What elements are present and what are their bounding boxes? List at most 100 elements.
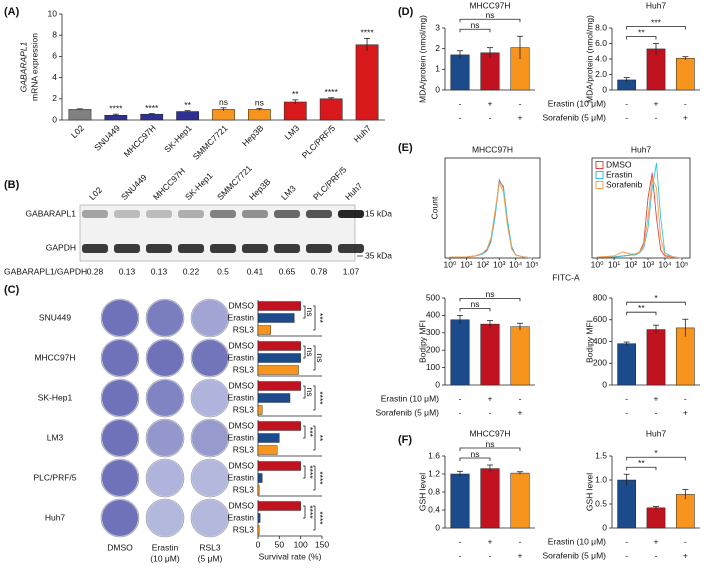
- condition-sign: -: [459, 98, 462, 108]
- significance-bracket: [303, 505, 306, 519]
- y-tick-label: 200: [426, 344, 440, 354]
- bar: [283, 101, 307, 121]
- band: [274, 210, 300, 218]
- bar: [510, 472, 530, 529]
- panel-letter: (F): [398, 434, 412, 446]
- significance-bracket: [626, 456, 686, 461]
- y-axis-label: mRNA expression: [29, 33, 39, 101]
- x-tick-label: LM3: [283, 123, 302, 142]
- x-tick-label: 10⁰: [444, 259, 457, 269]
- x-tick-label: 10¹: [460, 259, 472, 269]
- significance: **: [638, 27, 645, 37]
- category-label: DMSO: [229, 500, 255, 510]
- condition-label: Sorafenib (5 μM): [376, 407, 440, 417]
- row-label: MHCC97H: [34, 352, 75, 362]
- significance-bracket: [313, 465, 316, 491]
- column-label: Erastin: [152, 542, 179, 552]
- category-label: DMSO: [229, 300, 255, 310]
- colony-density: [102, 420, 138, 456]
- significance-bracket: [303, 345, 306, 359]
- lane-label: MHCC97H: [151, 166, 187, 202]
- bar: [257, 353, 301, 363]
- bar: [480, 52, 500, 91]
- condition-sign: -: [655, 112, 658, 122]
- y-tick-label: 2: [52, 93, 57, 103]
- x-tick-label: 10⁵: [526, 259, 539, 269]
- column-label: RSL3: [199, 542, 221, 552]
- chart-title: Huh7: [646, 428, 667, 438]
- band: [114, 244, 140, 253]
- ratio-value: 1.07: [343, 266, 360, 276]
- condition-sign: -: [459, 112, 462, 122]
- plot-frame: [591, 157, 691, 259]
- bar: [257, 485, 260, 495]
- colony-density: [147, 300, 183, 336]
- condition-sign: +: [654, 98, 659, 108]
- dish: [190, 378, 230, 418]
- x-tick-label: 100: [294, 539, 308, 549]
- dish: [145, 458, 185, 498]
- band: [306, 244, 332, 253]
- significance-bracket: [626, 466, 657, 471]
- significance-bracket: [459, 298, 521, 302]
- row-label: SNU449: [39, 312, 71, 322]
- y-tick-label: 400: [426, 310, 440, 320]
- y-tick-label: 6.0: [595, 38, 607, 48]
- condition-sign: +: [654, 393, 659, 403]
- y-axis-label: MDA/protein (nmol/mg): [584, 15, 594, 103]
- bar: [257, 325, 272, 335]
- significance: *: [654, 448, 658, 458]
- y-tick-label: 0: [435, 522, 440, 532]
- significance: **: [638, 303, 645, 313]
- ratio-value: 0.28: [87, 266, 104, 276]
- colony-density: [102, 500, 138, 536]
- bar: [617, 479, 637, 529]
- band: [338, 210, 364, 218]
- bar: [480, 468, 500, 529]
- bar: [319, 98, 343, 121]
- bar: [248, 109, 271, 121]
- y-tick-label: 800: [593, 292, 607, 302]
- condition-sign: -: [489, 407, 492, 417]
- legend-swatch: [595, 171, 604, 179]
- condition-label: Sorafenib (5 μM): [543, 550, 607, 560]
- bar: [257, 313, 295, 323]
- y-axis-label: Bodipy MFI: [417, 320, 427, 363]
- histogram-line: [597, 176, 682, 259]
- colony-density: [192, 300, 228, 336]
- bar: [510, 326, 530, 386]
- significance-bracket: [303, 425, 306, 439]
- y-tick-label: 100: [426, 362, 440, 372]
- bar: [450, 473, 470, 529]
- colony-density: [147, 380, 183, 416]
- condition-sign: -: [519, 536, 522, 546]
- bar: [68, 109, 92, 121]
- x-tick-label: Huh7: [352, 123, 374, 145]
- y-tick-label: 500: [426, 292, 440, 302]
- category-label: DMSO: [229, 460, 255, 470]
- ratio-value: 0.22: [183, 266, 200, 276]
- bar: [617, 343, 637, 386]
- histogram-line: [597, 162, 682, 259]
- significance: ns: [486, 10, 495, 20]
- condition-sign: -: [625, 550, 628, 560]
- y-tick-label: 1.5: [595, 450, 607, 460]
- significance: ****: [109, 103, 123, 113]
- chart-title: MHCC97H: [469, 0, 510, 10]
- band: [178, 244, 204, 253]
- band: [210, 210, 236, 218]
- row-label: SK-Hep1: [38, 392, 73, 402]
- significance: **: [638, 458, 645, 468]
- y-tick-label: 4: [52, 72, 57, 82]
- category-label: RSL3: [233, 444, 255, 454]
- colony-density: [102, 300, 138, 336]
- significance: ns: [486, 289, 495, 299]
- bar: [257, 381, 301, 391]
- bar: [675, 494, 695, 529]
- significance: ***: [315, 313, 325, 324]
- bar: [450, 319, 470, 386]
- row-label: Huh7: [45, 512, 66, 522]
- colony-density: [102, 460, 138, 496]
- x-tick-label: PLC/PRF/5: [300, 123, 338, 161]
- significance: ***: [651, 17, 662, 27]
